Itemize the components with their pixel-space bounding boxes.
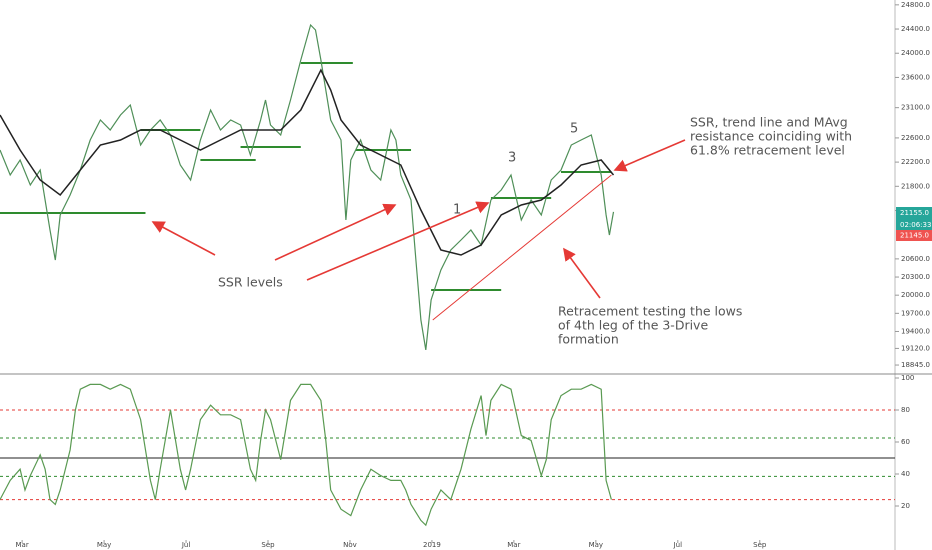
y-tick-label: 20600.0 xyxy=(901,255,930,263)
x-tick-label: 2019 xyxy=(423,541,441,549)
arrow xyxy=(563,247,601,299)
y-tick-label: 23100.0 xyxy=(901,104,930,112)
y-tick-label: 20000.0 xyxy=(901,291,930,299)
wave-label: 5 xyxy=(570,122,578,137)
y-tick-label: 60 xyxy=(901,438,910,446)
note: resistance coinciding with xyxy=(690,129,852,144)
line-series xyxy=(0,383,612,527)
wave-label: 3 xyxy=(508,151,516,166)
price-tag: 21145.0 xyxy=(900,232,929,240)
y-tick-label: 40 xyxy=(901,470,910,478)
note: formation xyxy=(558,332,619,347)
y-tick-label: 23600.0 xyxy=(901,73,930,81)
note: Retracement testing the lows xyxy=(558,304,742,319)
y-tick-label: 20300.0 xyxy=(901,273,930,281)
x-tick-label: Nov xyxy=(343,541,357,549)
note: SSR, trend line and MAvg xyxy=(690,115,848,130)
arrow xyxy=(151,221,216,256)
x-tick-label: May xyxy=(97,541,111,549)
x-tick-label: Jul xyxy=(673,541,683,549)
note: of 4th leg of the 3-Drive xyxy=(558,318,708,333)
y-tick-label: 19700.0 xyxy=(901,309,930,317)
arrow xyxy=(306,201,490,281)
price-tag: 02:06:33 xyxy=(900,221,931,229)
x-tick-label: Sep xyxy=(753,541,767,549)
annotation: SSR levels xyxy=(218,275,283,290)
note: 61.8% retracement level xyxy=(690,143,845,158)
y-tick-label: 24800.0 xyxy=(901,1,930,9)
y-tick-label: 80 xyxy=(901,406,910,414)
x-tick-label: Sep xyxy=(261,541,275,549)
price-tag-bg xyxy=(896,207,932,231)
price-tag: 21155.0 xyxy=(900,209,929,217)
x-tick-label: Mar xyxy=(507,541,520,549)
y-tick-label: 21800.0 xyxy=(901,182,930,190)
line-series xyxy=(0,68,615,256)
y-tick-label: 20 xyxy=(901,502,910,510)
wave-label: 1 xyxy=(453,203,461,218)
x-tick-label: Mar xyxy=(16,541,29,549)
price-tag-bg xyxy=(896,230,932,241)
y-tick-label: 24400.0 xyxy=(901,25,930,33)
arrow xyxy=(613,139,686,172)
y-tick-label: 22600.0 xyxy=(901,134,930,142)
line-series xyxy=(0,23,615,350)
arrow xyxy=(274,203,397,261)
x-tick-label: Jul xyxy=(181,541,191,549)
y-tick-label: 22200.0 xyxy=(901,158,930,166)
y-tick-label: 19120.0 xyxy=(901,344,930,352)
y-tick-label: 24000.0 xyxy=(901,49,930,57)
trend-line xyxy=(432,174,612,321)
y-tick-label: 19400.0 xyxy=(901,327,930,335)
y-tick-label: 100 xyxy=(901,374,914,382)
x-tick-label: May xyxy=(589,541,603,549)
y-tick-label: 18845.0 xyxy=(901,361,930,369)
